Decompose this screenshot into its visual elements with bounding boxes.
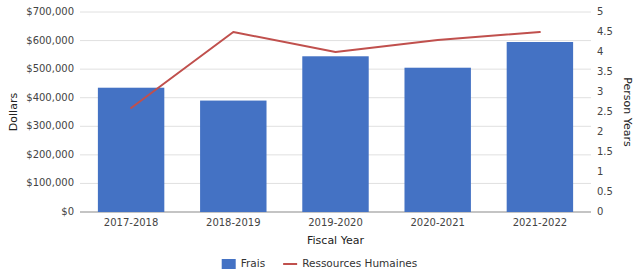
- x-tick-label: 2021-2022: [513, 217, 568, 228]
- y2-axis-label: Person Years: [621, 77, 634, 147]
- grid: [80, 12, 591, 212]
- bar: [200, 101, 266, 212]
- y-tick-label: $600,000: [26, 35, 74, 46]
- y-tick-label: $500,000: [26, 63, 74, 74]
- y2-tick-label: 0.5: [597, 186, 613, 197]
- bar: [404, 68, 470, 212]
- y-tick-label: $0: [61, 206, 74, 217]
- legend-swatch: [283, 263, 297, 265]
- y-tick-label: $300,000: [26, 120, 74, 131]
- bar: [302, 56, 368, 212]
- y-axis-label: Dollars: [7, 93, 20, 132]
- y-tick-label: $700,000: [26, 6, 74, 17]
- plot-data: [98, 32, 573, 212]
- y-tick-label: $100,000: [26, 177, 74, 188]
- y2-tick-label: 0: [597, 206, 603, 217]
- legend-label: Ressources Humaines: [302, 257, 417, 269]
- legend-item: Frais: [222, 257, 265, 269]
- x-tick-label: 2020-2021: [410, 217, 465, 228]
- bar: [98, 88, 164, 212]
- y2-tick-label: 4.5: [597, 26, 613, 37]
- y2-tick-label: 4: [597, 46, 603, 57]
- y-tick-label: $400,000: [26, 92, 74, 103]
- x-tick-label: 2018-2019: [206, 217, 261, 228]
- legend-swatch: [222, 259, 236, 269]
- line: [131, 32, 540, 108]
- bar-series: [98, 42, 573, 212]
- x-tick-label: 2019-2020: [308, 217, 363, 228]
- grid-line: [80, 40, 591, 41]
- y2-tick-label: 2.5: [597, 106, 613, 117]
- y2-tick-label: 3.5: [597, 66, 613, 77]
- chart-root: $0 $100,000 $200,000 $300,000 $400,000 $500,0…: [0, 0, 639, 274]
- y-tick-label: $200,000: [26, 149, 74, 160]
- legend: Frais Ressources Humaines: [222, 257, 418, 269]
- grid-line: [80, 12, 591, 13]
- legend-label: Frais: [241, 257, 265, 269]
- x-tick-label: 2017-2018: [104, 217, 159, 228]
- bar: [507, 42, 573, 212]
- y2-tick-label: 1: [597, 166, 603, 177]
- legend-item: Ressources Humaines: [283, 257, 417, 269]
- y2-tick-label: 5: [597, 6, 603, 17]
- x-axis-label: Fiscal Year: [307, 234, 364, 247]
- y2-tick-label: 1.5: [597, 146, 613, 157]
- axes: $0 $100,000 $200,000 $300,000 $400,000 $500,0…: [26, 6, 613, 228]
- y2-tick-label: 2: [597, 126, 603, 137]
- chart-svg: $0 $100,000 $200,000 $300,000 $400,000 $500,0…: [0, 0, 639, 274]
- y2-tick-label: 3: [597, 86, 603, 97]
